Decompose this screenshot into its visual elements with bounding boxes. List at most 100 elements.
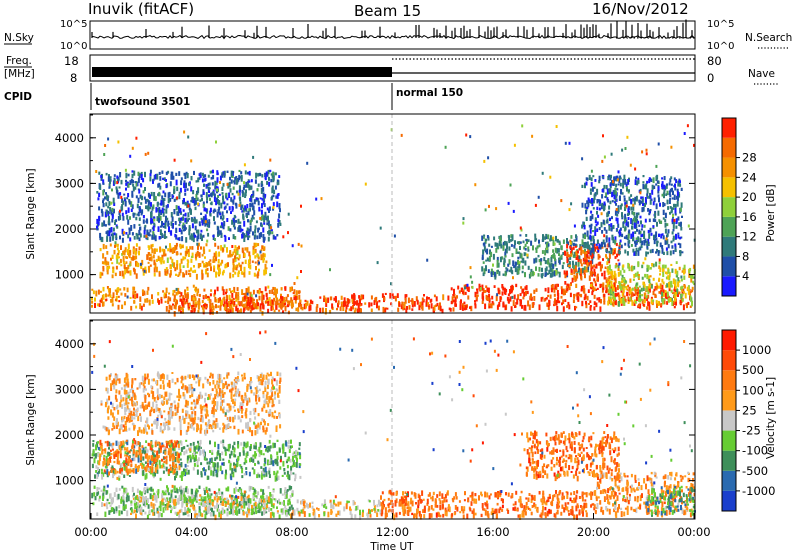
heat-cell-1	[196, 250, 199, 257]
nave-label: Nave	[748, 68, 775, 80]
heat-cell-0	[242, 446, 245, 453]
heat-cell-0	[245, 442, 248, 449]
heat-cell-6	[527, 249, 530, 252]
heat-cell-3	[252, 307, 255, 310]
heat-cell-0	[258, 474, 261, 478]
heat-cell-1	[236, 250, 239, 255]
heat-cell-1	[101, 450, 104, 455]
heat-cell-2	[125, 179, 127, 183]
heat-cell-2	[259, 173, 262, 177]
heat-cell-2	[248, 184, 251, 191]
heat-cell-9	[669, 194, 672, 198]
heat-cell-1	[123, 463, 126, 467]
heat-cell-0	[179, 458, 182, 461]
heat-cell-5	[551, 284, 554, 290]
heat-cell-8	[658, 277, 661, 281]
heat-cell-1	[192, 270, 195, 273]
heat-cell-5	[487, 297, 490, 301]
heat-cell-9	[587, 197, 590, 202]
heat-cell-scatter	[483, 159, 486, 163]
heat-cell-2	[107, 211, 110, 217]
heat-cell-2	[223, 175, 226, 178]
heat-cell-9	[610, 223, 613, 228]
heat-cell-3	[299, 299, 302, 303]
heat-cell-scatter	[555, 125, 558, 128]
heat-cell-9	[584, 182, 586, 189]
heat-cell-7	[583, 288, 586, 294]
heat-cell-scatter	[672, 214, 674, 218]
heat-cell-9	[656, 174, 659, 180]
heat-cell-0	[253, 444, 256, 450]
heat-cell-4	[439, 302, 441, 308]
heat-cell-2	[218, 488, 221, 493]
heat-cell-5	[525, 285, 528, 291]
heat-cell-3	[168, 309, 171, 314]
heat-cell-4	[401, 301, 404, 306]
heat-cell-9	[642, 184, 645, 190]
heat-cell-2	[96, 227, 99, 231]
station-title: Inuvik (fitACF)	[88, 0, 194, 18]
heat-cell-scatter	[287, 231, 289, 235]
heat-cell-9	[646, 247, 649, 250]
heat-cell-0	[183, 468, 185, 472]
heat-cell-8	[691, 274, 694, 279]
heat-cell-3	[280, 304, 283, 310]
heat-cell-1	[101, 261, 104, 265]
heat-cell-0	[278, 448, 281, 453]
heat-cell-2	[221, 211, 224, 216]
heat-cell-9	[632, 204, 635, 211]
heat-cell-6	[576, 271, 579, 274]
heat-cell-9	[620, 244, 623, 249]
heat-cell-2	[119, 172, 122, 178]
heat-cell-2	[213, 197, 216, 202]
heat-cell-0	[256, 304, 259, 310]
heat-cell-5	[478, 283, 481, 290]
heat-cell-4	[421, 297, 424, 301]
heat-cell-9	[666, 183, 668, 186]
heat-cell-0	[252, 458, 255, 463]
heat-cell-9	[635, 237, 638, 240]
heat-cell-0	[117, 304, 120, 310]
heat-cell-2	[220, 215, 222, 220]
heat-cell-3	[333, 297, 336, 301]
heat-cell-2	[256, 235, 259, 240]
heat-cell-6	[527, 239, 530, 243]
heat-cell-3	[353, 310, 356, 314]
heat-cell-2	[135, 195, 138, 199]
heat-cell-1	[100, 445, 103, 450]
heat-cell-2	[162, 222, 165, 226]
heat-cell-1	[141, 259, 144, 265]
heat-cell-1	[159, 246, 162, 253]
heat-cell-2	[132, 183, 135, 187]
heat-cell-2	[154, 235, 157, 242]
heat-cell-scatter	[252, 155, 255, 159]
heat-cell-0	[111, 303, 114, 307]
heat-cell-scatter	[484, 208, 487, 212]
heat-cell-2	[158, 182, 161, 187]
heat-cell-9	[671, 187, 673, 192]
heat-cell-0	[283, 472, 286, 475]
heat-cell-6	[578, 255, 581, 260]
heat-cell-scatter	[487, 156, 490, 160]
heat-cell-0	[163, 465, 166, 470]
heat-cell-6	[558, 240, 561, 243]
heat-cell-9	[666, 239, 669, 245]
heat-cell-0	[140, 305, 143, 311]
heat-cell-2	[147, 232, 150, 235]
heat-cell-5	[554, 298, 556, 301]
heat-cell-9	[616, 175, 619, 179]
heat-cell-0	[160, 296, 163, 300]
heat-cell-9	[601, 189, 604, 193]
heat-cell-8	[617, 268, 620, 271]
heat-cell-5	[661, 284, 664, 290]
heat-cell-5	[595, 302, 598, 308]
heat-cell-0	[128, 475, 131, 477]
heat-cell-1	[151, 463, 154, 467]
heat-cell-1	[218, 251, 221, 257]
heat-cell-6	[558, 260, 561, 265]
heat-cell-4	[404, 294, 407, 301]
heat-cell-2	[193, 170, 195, 175]
heat-cell-0	[108, 288, 111, 294]
heat-cell-8	[683, 264, 686, 270]
heat-cell-0	[286, 474, 289, 478]
